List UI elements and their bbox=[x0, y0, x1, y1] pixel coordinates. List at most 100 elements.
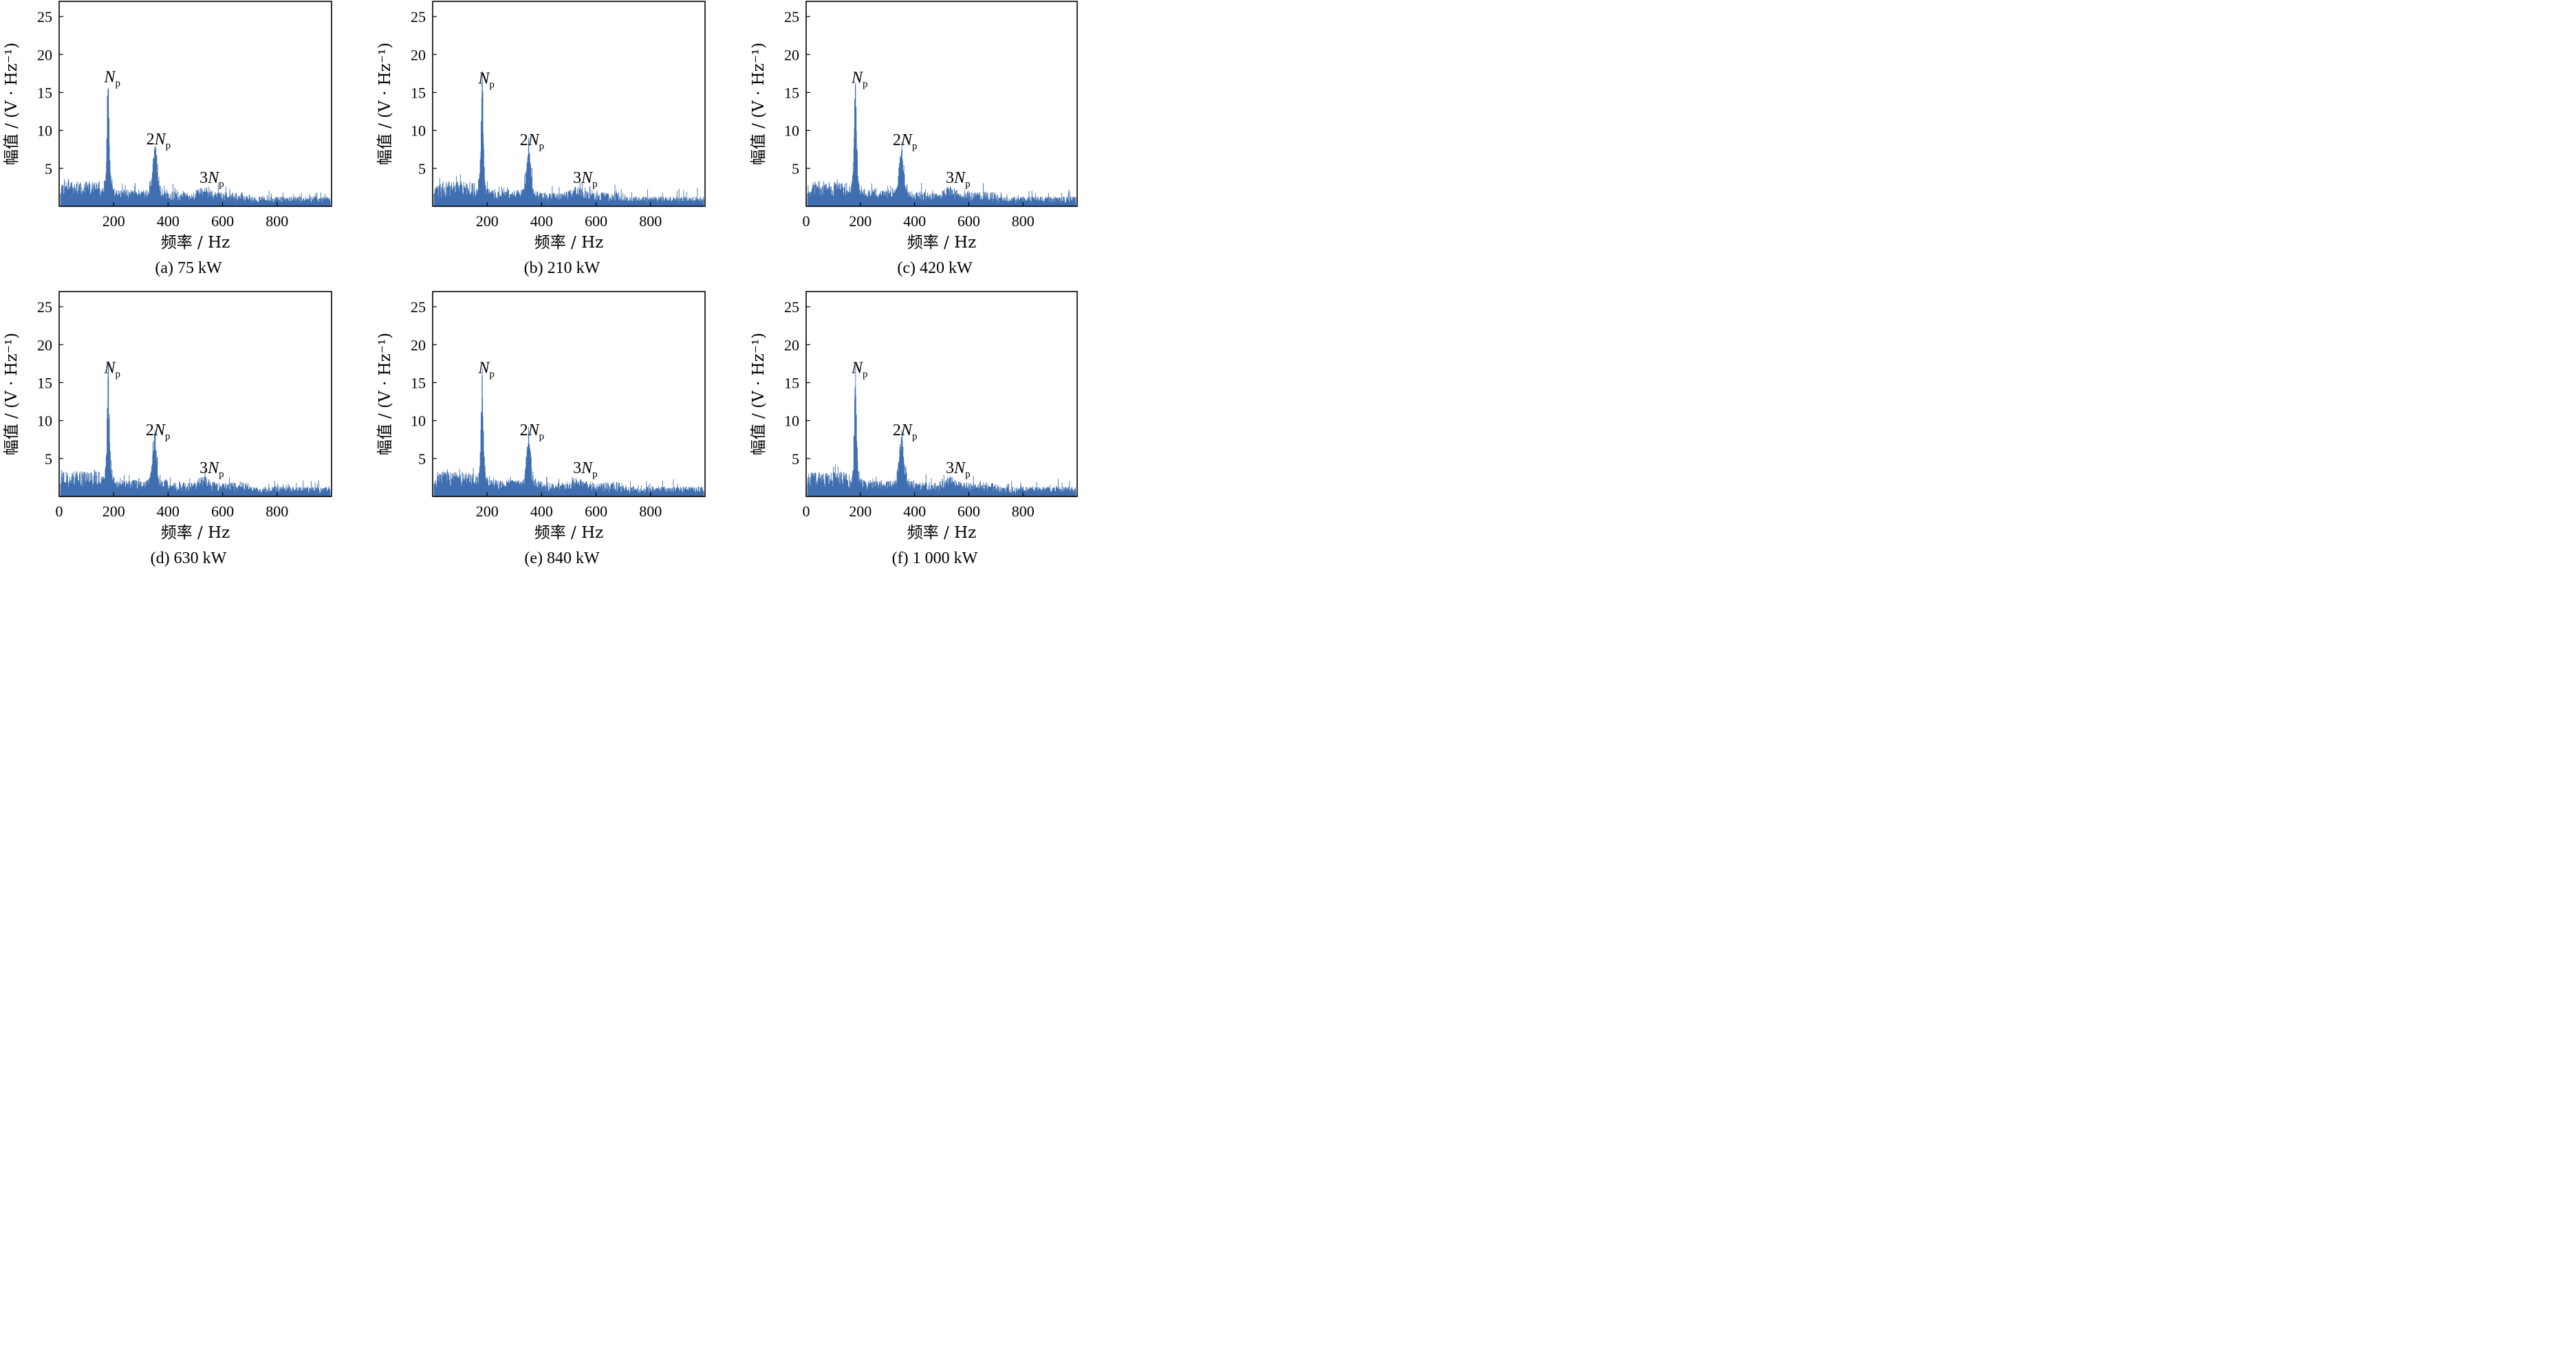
y-tick-label: 15 bbox=[411, 374, 426, 391]
x-tick-label: 600 bbox=[957, 503, 980, 520]
y-tick-label: 10 bbox=[784, 122, 799, 140]
y-tick-label: 20 bbox=[784, 46, 799, 63]
y-axis-label: 幅值 / (V · Hz⁻¹) bbox=[750, 43, 768, 165]
x-axis: 0 200 400 600 800 bbox=[56, 492, 288, 520]
x-tick-label: 0 bbox=[803, 212, 810, 230]
y-tick-label: 5 bbox=[418, 160, 426, 177]
panel-caption: (e) 840 kW bbox=[524, 549, 600, 567]
axes-frame bbox=[805, 1, 1078, 207]
x-axis-label: 频率 / Hz bbox=[161, 234, 230, 252]
x-tick-label: 400 bbox=[530, 503, 553, 520]
x-tick-label: 400 bbox=[157, 503, 180, 520]
peak-label-2: 2Np bbox=[893, 131, 918, 152]
x-tick-label: 800 bbox=[266, 503, 288, 520]
y-tick-label: 25 bbox=[784, 8, 799, 25]
spectrum-series bbox=[807, 364, 1076, 496]
peak-label-3: 3Np bbox=[199, 459, 224, 480]
x-axis-label: 频率 / Hz bbox=[907, 234, 977, 252]
peak-label-3: 3Np bbox=[946, 459, 971, 480]
x-tick-label: 400 bbox=[530, 212, 553, 230]
spectrum-bars bbox=[433, 71, 704, 206]
y-axis-label: 幅值 / (V · Hz⁻¹) bbox=[376, 333, 394, 455]
x-axis: 200 400 600 800 bbox=[476, 202, 662, 230]
peak-label-1: Np bbox=[104, 359, 121, 380]
y-tick-label: 10 bbox=[411, 413, 426, 430]
y-tick-label: 10 bbox=[37, 122, 52, 140]
x-tick-label: 400 bbox=[903, 212, 926, 230]
panel-caption: (f) 1 000 kW bbox=[892, 549, 978, 567]
y-tick-label: 5 bbox=[45, 160, 52, 177]
axes-frame bbox=[432, 291, 706, 497]
x-tick-label: 200 bbox=[849, 503, 872, 520]
spectrum-series bbox=[60, 87, 331, 206]
y-tick-label: 15 bbox=[411, 84, 426, 101]
x-axis: 200 400 600 800 bbox=[476, 492, 662, 520]
chart-panel-4: 0 200 400 600 800 5 10 15 20 25 频率 / Hz 幅值 / (V · H… bbox=[3, 291, 332, 567]
x-tick-label: 800 bbox=[1012, 212, 1035, 230]
spectrum-series bbox=[433, 71, 704, 206]
peak-label-2: 2Np bbox=[147, 131, 171, 151]
spectrum-bars bbox=[60, 87, 331, 206]
x-tick-label: 600 bbox=[211, 212, 234, 230]
x-axis-label: 频率 / Hz bbox=[907, 524, 977, 542]
x-tick-label: 0 bbox=[803, 503, 810, 520]
y-axis: 5 10 15 20 25 bbox=[784, 298, 810, 468]
chart-panel-1: 200 400 600 800 5 10 15 20 25 频率 / Hz 幅值 / (V · Hz… bbox=[3, 1, 332, 277]
y-tick-label: 15 bbox=[784, 84, 799, 101]
axes-frame bbox=[58, 291, 332, 497]
spectrum-bars bbox=[60, 361, 331, 496]
spectrum-bars bbox=[807, 83, 1076, 206]
y-tick-label: 25 bbox=[411, 298, 426, 316]
chart-panel-2: 200 400 600 800 5 10 15 20 25 频率 / Hz 幅值 / (V · Hz… bbox=[376, 1, 706, 277]
y-axis: 5 10 15 20 25 bbox=[37, 298, 63, 468]
x-tick-label: 800 bbox=[639, 212, 662, 230]
y-axis: 5 10 15 20 25 bbox=[784, 8, 810, 177]
y-tick-label: 5 bbox=[792, 450, 799, 468]
x-tick-label: 200 bbox=[102, 212, 125, 230]
peak-label-3: 3Np bbox=[946, 169, 971, 190]
chart-panel-6: 0 200 400 600 800 5 10 15 20 25 频率 / Hz 幅值 / (V · H… bbox=[750, 291, 1078, 567]
y-axis-label: 幅值 / (V · Hz⁻¹) bbox=[3, 333, 21, 455]
x-axis: 200 400 600 800 bbox=[102, 202, 288, 230]
panel-caption: (c) 420 kW bbox=[897, 259, 973, 277]
spectrum-bars bbox=[433, 368, 704, 496]
y-tick-label: 10 bbox=[37, 413, 52, 430]
x-axis-label: 频率 / Hz bbox=[534, 524, 604, 542]
y-tick-label: 5 bbox=[792, 160, 799, 177]
axes-frame bbox=[805, 291, 1078, 497]
y-tick-label: 20 bbox=[411, 336, 426, 353]
peak-label-3: 3Np bbox=[573, 459, 598, 480]
y-axis-label: 幅值 / (V · Hz⁻¹) bbox=[376, 43, 394, 165]
x-tick-label: 200 bbox=[476, 212, 499, 230]
spectrum-series bbox=[433, 368, 704, 496]
y-axis: 5 10 15 20 25 bbox=[411, 298, 437, 468]
chart-panel-5: 200 400 600 800 5 10 15 20 25 频率 / Hz 幅值 / (V · Hz… bbox=[376, 291, 706, 567]
spectrum-bars bbox=[807, 364, 1076, 496]
spectrum-figure: 200 400 600 800 5 10 15 20 25 频率 / Hz 幅值 / (V · Hz… bbox=[0, 0, 1079, 571]
y-tick-label: 5 bbox=[45, 450, 52, 468]
x-tick-label: 200 bbox=[102, 503, 125, 520]
x-axis-label: 频率 / Hz bbox=[534, 234, 604, 252]
x-tick-label: 800 bbox=[639, 503, 662, 520]
panel-caption: (a) 75 kW bbox=[155, 259, 222, 277]
y-tick-label: 5 bbox=[418, 450, 426, 468]
peak-label-1: Np bbox=[477, 69, 495, 90]
peak-label-1: Np bbox=[104, 68, 121, 89]
peak-label-1: Np bbox=[477, 359, 495, 380]
y-axis: 5 10 15 20 25 bbox=[411, 8, 437, 177]
x-tick-label: 800 bbox=[266, 212, 288, 230]
peak-label-2: 2Np bbox=[520, 131, 545, 152]
axes-frame bbox=[432, 1, 706, 207]
y-tick-label: 10 bbox=[784, 413, 799, 430]
y-tick-label: 20 bbox=[37, 46, 52, 63]
peak-label-2: 2Np bbox=[520, 422, 545, 442]
x-tick-label: 0 bbox=[56, 503, 63, 520]
x-axis: 0 200 400 600 800 bbox=[803, 492, 1035, 520]
peak-label-2: 2Np bbox=[893, 422, 918, 442]
peak-label-3: 3Np bbox=[199, 169, 224, 190]
x-tick-label: 400 bbox=[157, 212, 180, 230]
y-axis-label: 幅值 / (V · Hz⁻¹) bbox=[3, 43, 21, 165]
peak-label-3: 3Np bbox=[573, 169, 598, 190]
panel-caption: (d) 630 kW bbox=[151, 549, 227, 567]
